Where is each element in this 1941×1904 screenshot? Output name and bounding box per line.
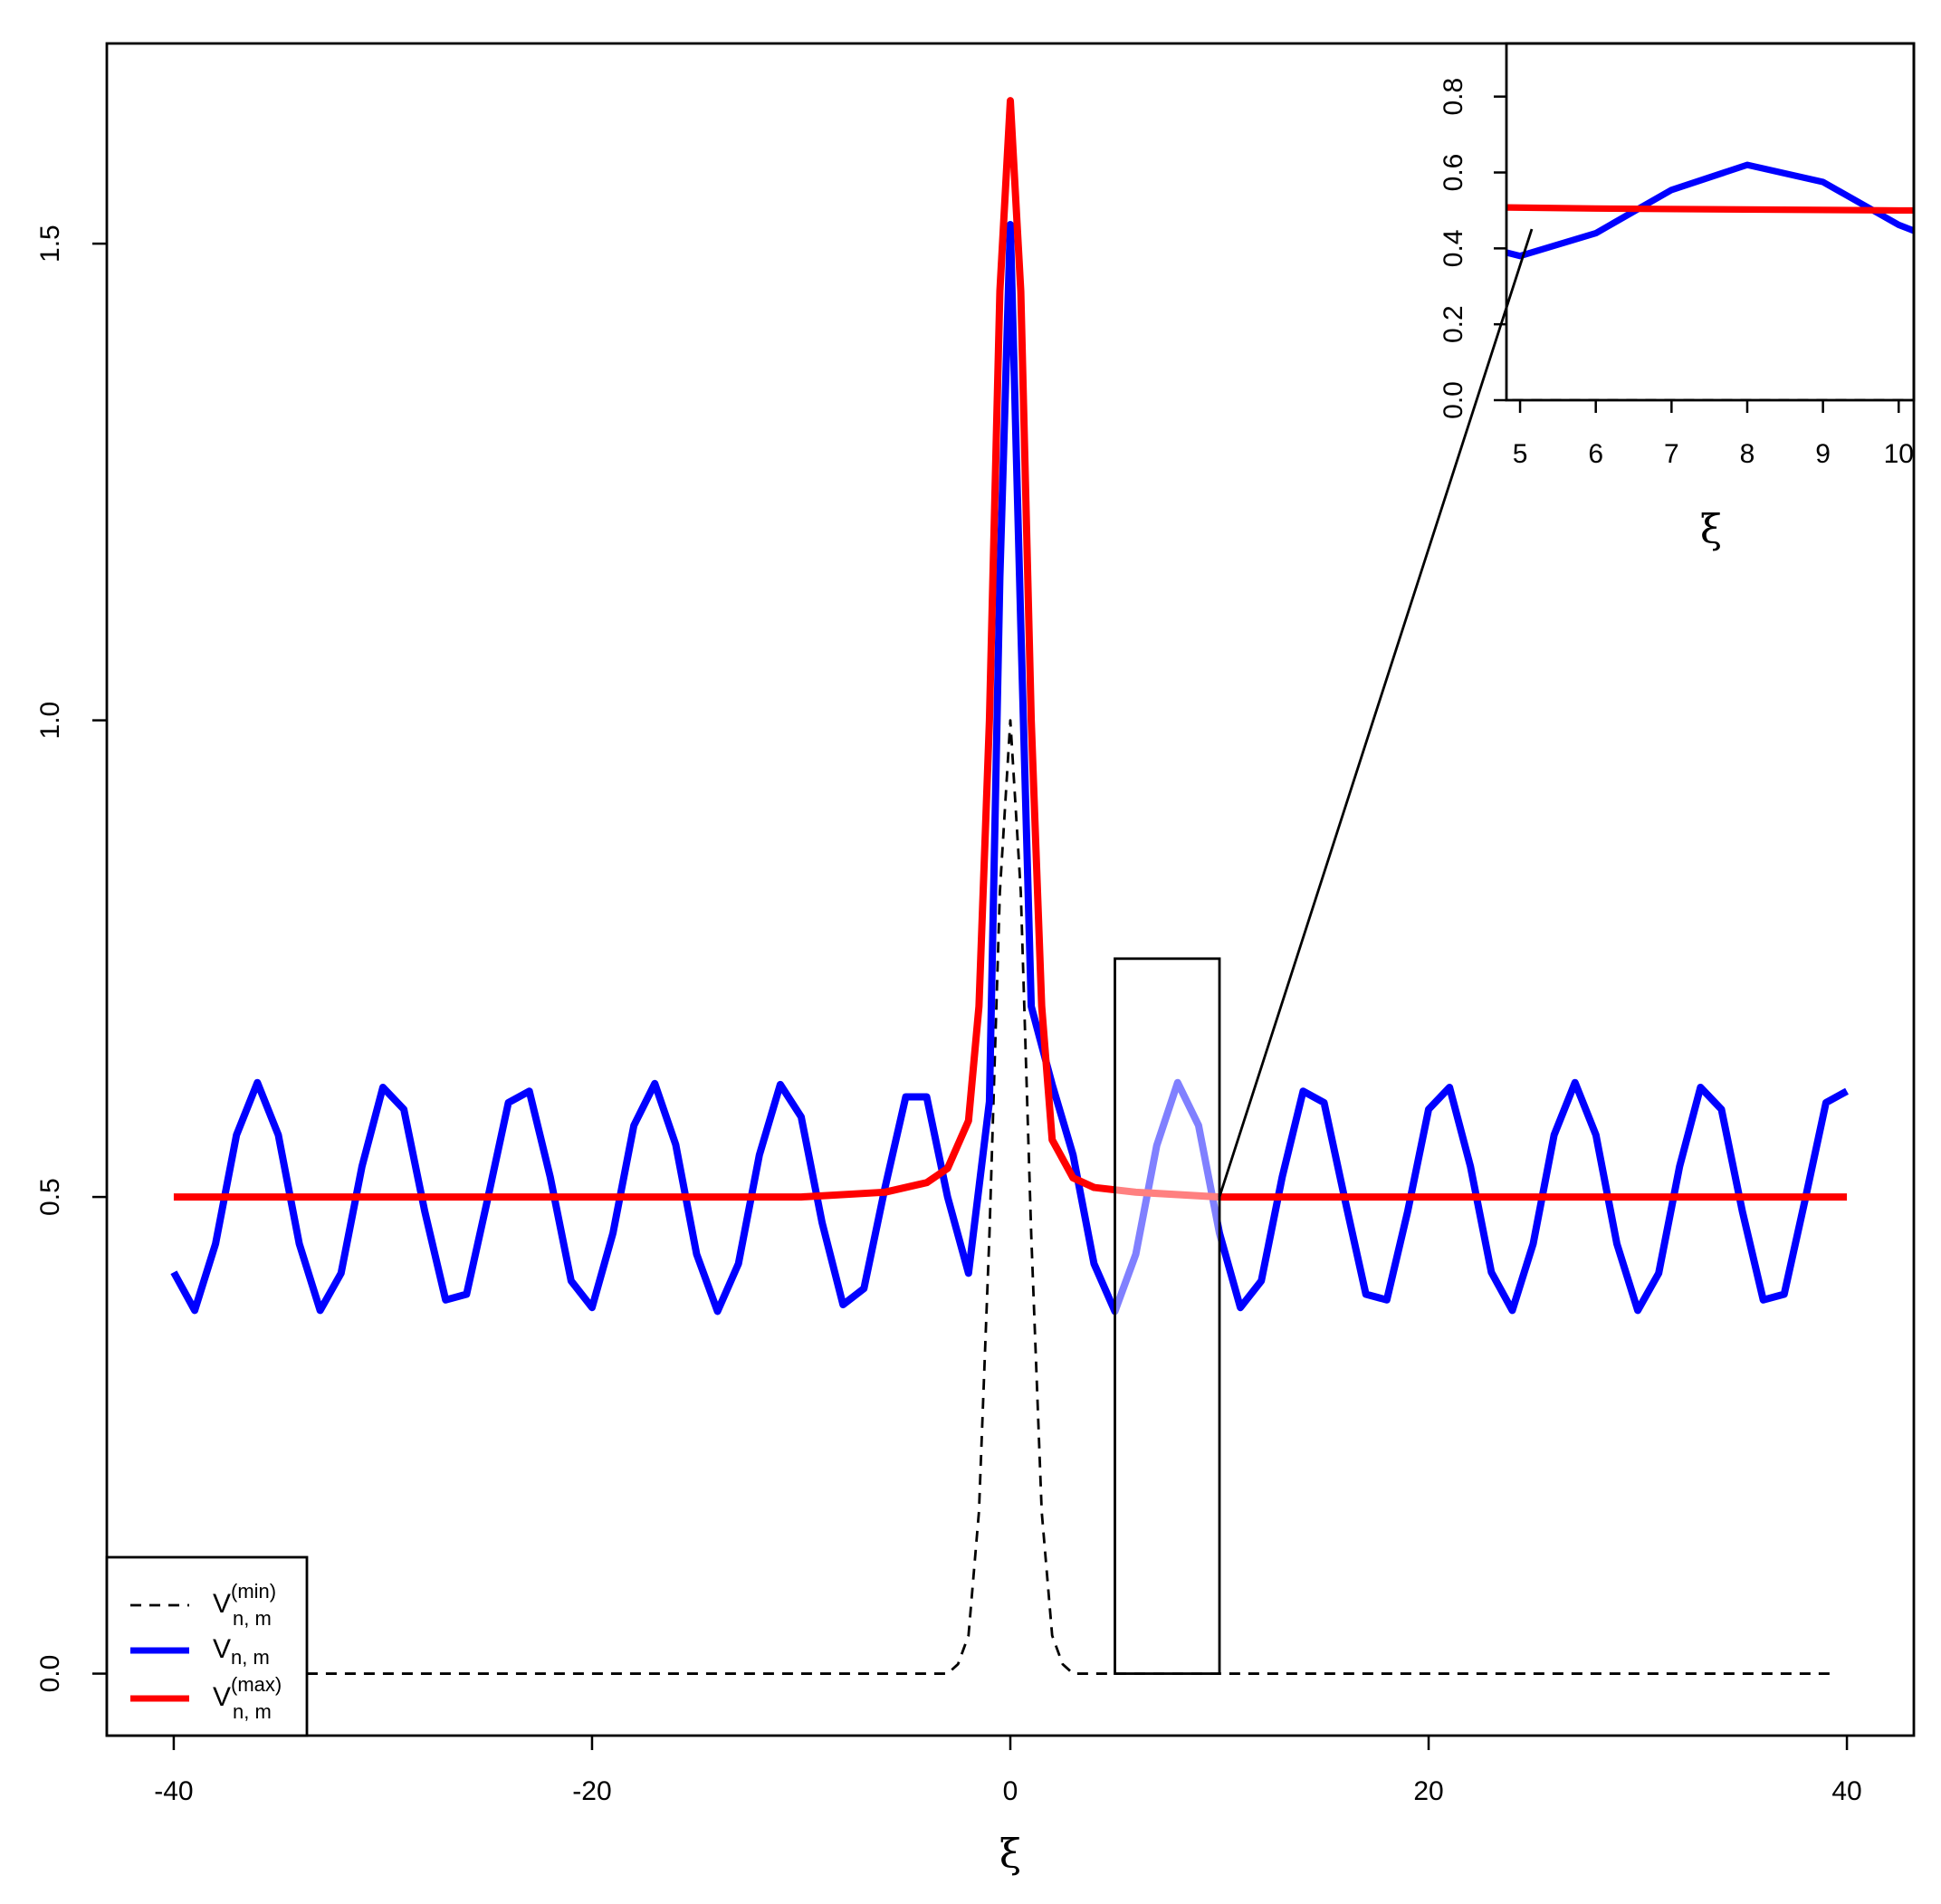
- plot-area: [170, 97, 1849, 1675]
- x-tick-label: -40: [154, 1776, 193, 1806]
- x-tick-label: 20: [1413, 1776, 1443, 1806]
- inset-x-tick-label: 8: [1740, 439, 1755, 469]
- x-tick-label: 40: [1831, 1776, 1861, 1806]
- inset-background: [1506, 43, 1914, 400]
- inset-x-tick-label: 9: [1815, 439, 1831, 469]
- inset-y-tick-label: 0.4: [1439, 229, 1468, 267]
- series-line: [170, 221, 1849, 1316]
- inset-y-tick-label: 0.0: [1439, 381, 1468, 419]
- legend-label: V(max) n, m: [213, 1673, 282, 1723]
- legend-name: V: [213, 1634, 231, 1664]
- y-tick-label: 1.5: [35, 225, 65, 263]
- inset-x-axis-label: ξ: [1700, 507, 1722, 553]
- series-line: [173, 97, 1848, 1201]
- inset-y-tick-label: 0.6: [1439, 154, 1468, 192]
- legend-label: Vn, m: [213, 1634, 270, 1669]
- zoom-connector: [1218, 228, 1534, 1198]
- x-axis-label: ξ: [999, 1832, 1021, 1878]
- legend-superscript: (min): [231, 1580, 276, 1603]
- legend-subscript: n, m: [231, 1646, 270, 1669]
- legend-superscript: (max): [231, 1673, 282, 1696]
- inset-y-tick-label: 0.2: [1439, 305, 1468, 343]
- highlight-box: [1114, 957, 1221, 1675]
- inset-plot-area: [1506, 43, 1914, 400]
- y-tick-label: 0.0: [35, 1655, 65, 1693]
- inset-y-tick-label: 0.8: [1439, 78, 1468, 116]
- x-tick-label: 0: [1003, 1776, 1018, 1806]
- series-line: [173, 719, 1837, 1675]
- legend-name: V: [213, 1589, 231, 1619]
- inset-x-tick-label: 6: [1588, 439, 1603, 469]
- legend-name: V: [213, 1682, 231, 1712]
- x-tick-label: -20: [572, 1776, 611, 1806]
- axes: 5 6 7 8 9 10 0.0 0.2 0.4 0.6 0.8 -40 -20 0 20 40 0.0 0.5 1…: [35, 42, 1916, 1806]
- legend-box: [105, 1555, 309, 1737]
- y-tick-label: 0.5: [35, 1178, 65, 1216]
- legend-label: V(min) n, m: [213, 1580, 276, 1630]
- legend: V(min) n, mVn, mV(max) n, m: [105, 1555, 309, 1737]
- highlight-shade: [1114, 958, 1220, 1674]
- legend-subscript: n, m: [233, 1607, 272, 1630]
- inset-x-tick-label: 5: [1513, 439, 1528, 469]
- legend-subscript: n, m: [233, 1700, 272, 1723]
- y-tick-label: 1.0: [35, 702, 65, 740]
- inset-x-tick-label: 10: [1884, 439, 1914, 469]
- inset-x-tick-label: 7: [1664, 439, 1679, 469]
